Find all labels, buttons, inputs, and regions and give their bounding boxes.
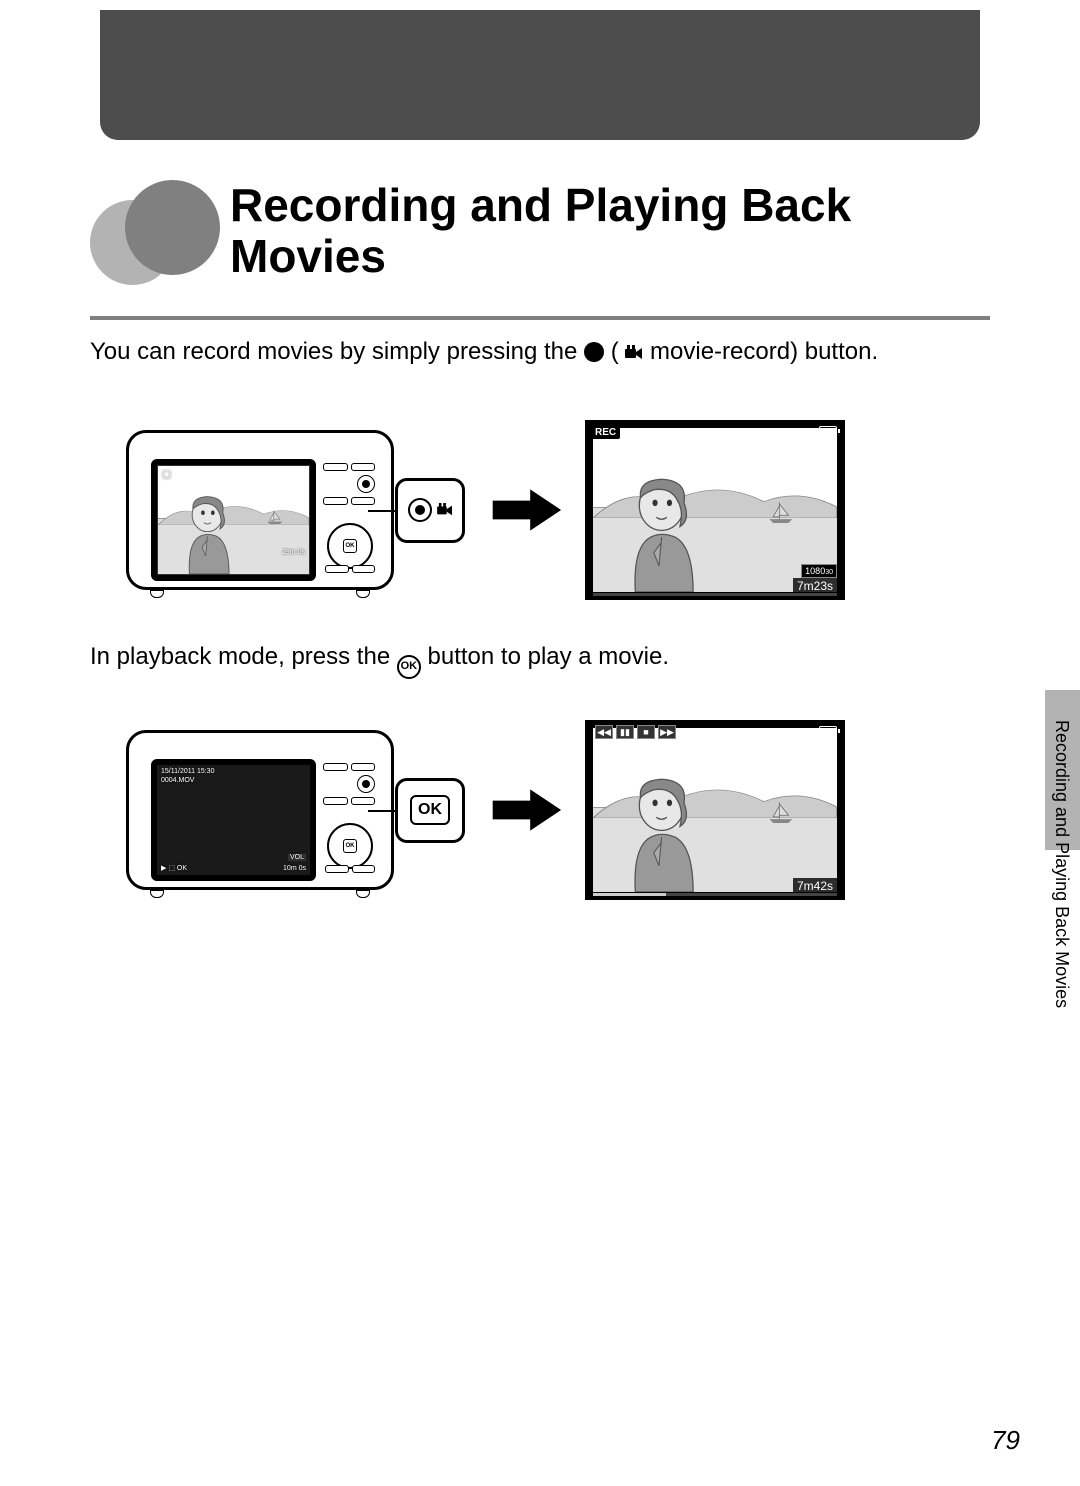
figure-row-playback: 15/11/2011 15:30 0004.MOV VOL 10m 0s ▶ ⬚… [120, 720, 990, 900]
playback-controls: ◀◀ ▮▮ ■ ▶▶ [595, 725, 676, 739]
arrow-icon [485, 785, 565, 835]
lcd-mode-icon: ▢ [162, 469, 171, 480]
battery-icon [819, 426, 837, 436]
playback-screen-preview: ◀◀ ▮▮ ■ ▶▶ 7m42s [585, 720, 845, 900]
intro-paragraph-1: You can record movies by simply pressing… [90, 335, 990, 369]
recording-screen-preview: REC 108030 7m23s [585, 420, 845, 600]
battery-icon [819, 726, 837, 736]
camera-back-illustration-2: 15/11/2011 15:30 0004.MOV VOL 10m 0s ▶ ⬚… [120, 720, 400, 900]
lcd-duration: 10m 0s [283, 865, 306, 872]
play-progress [593, 893, 837, 896]
side-chapter-label: Recording and Playing Back Movies [1051, 720, 1072, 1008]
header-block [100, 10, 980, 140]
rewind-icon: ◀◀ [595, 725, 613, 739]
camera-lcd-2: 15/11/2011 15:30 0004.MOV VOL 10m 0s ▶ ⬚… [151, 759, 316, 881]
ok-button-icon: OK [397, 655, 421, 679]
chapter-title: Recording and Playing Back Movies [230, 180, 1000, 281]
lcd-vol: VOL [288, 854, 306, 861]
figure-row-record: ▢ 29m 0s OK [120, 420, 990, 600]
forward-icon: ▶▶ [658, 725, 676, 739]
p1-text-a: You can record movies by simply pressing… [90, 338, 584, 365]
pause-icon: ▮▮ [616, 725, 634, 739]
camera-back-illustration-1: ▢ 29m 0s OK [120, 420, 400, 600]
intro-paragraph-2: In playback mode, press the OK button to… [90, 640, 990, 679]
p2-text-a: In playback mode, press the [90, 643, 397, 670]
lcd-filename: 0004.MOV [161, 777, 194, 784]
camera-dpad-1: OK [327, 523, 373, 569]
chapter-icon [80, 180, 220, 300]
p1-text-b: ( [611, 338, 619, 365]
rec-progress [593, 593, 837, 596]
p1-text-c: movie-record) button. [650, 338, 878, 365]
ok-button-callout: OK [395, 778, 465, 843]
stop-icon: ■ [637, 725, 655, 739]
play-time: 7m42s [793, 878, 837, 894]
lcd-date: 15/11/2011 15:30 [161, 768, 214, 775]
ok-callout-label: OK [410, 795, 450, 825]
lcd-remaining: 29m 0s [282, 549, 305, 556]
arrow-icon [485, 485, 565, 535]
rec-time: 7m23s [793, 578, 837, 594]
title-rule [90, 316, 990, 320]
record-button-icon [584, 342, 604, 362]
resolution-badge: 108030 [801, 564, 837, 578]
p2-text-b: button to play a movie. [428, 643, 669, 670]
movie-icon [625, 345, 643, 361]
record-button-callout [395, 478, 465, 543]
camera-buttons-2 [323, 763, 375, 805]
page-number: 79 [991, 1425, 1020, 1456]
camera-buttons-1 [323, 463, 375, 505]
camera-dpad-2: OK [327, 823, 373, 869]
camera-lcd-1: ▢ 29m 0s [151, 459, 316, 581]
rec-badge: REC [591, 426, 620, 439]
